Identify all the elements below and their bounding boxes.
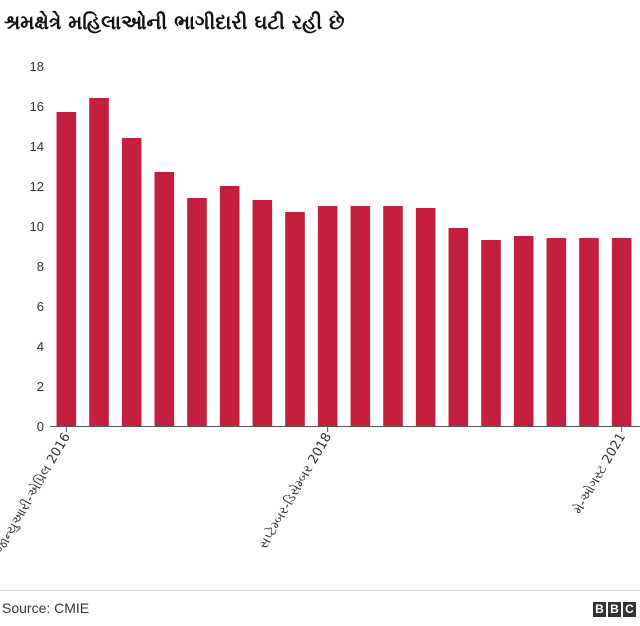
y-axis: 0 2 4 6 8 10 12 14 16 18: [30, 59, 44, 434]
bbc-logo-letter: B: [593, 602, 606, 617]
footer-divider: [0, 590, 640, 591]
y-tick-label: 18: [30, 59, 44, 74]
bar: [121, 138, 142, 426]
bbc-logo-letter: C: [623, 602, 636, 617]
bar: [219, 186, 240, 426]
bar: [611, 238, 632, 426]
y-tick-label: 16: [30, 99, 44, 114]
bar: [317, 206, 338, 426]
x-tick-label: જાન્યુઆરી-એપ્રિલ 2016: [0, 430, 74, 557]
bar: [350, 206, 371, 426]
y-tick-label: 4: [37, 339, 44, 354]
x-tick-label: મે-ઓગસ્ટ 2021: [570, 430, 630, 517]
bar: [383, 206, 403, 426]
y-tick-label: 10: [30, 219, 44, 234]
bar: [252, 200, 273, 426]
bar: [513, 236, 534, 426]
x-tick-label: સપ્ટેમ્બર-ડિસેમ્બર 2018: [255, 430, 335, 552]
bar: [89, 98, 109, 426]
y-tick-label: 14: [30, 139, 44, 154]
chart-title: શ્રમક્ષેત્રે મહિલાઓની ભાગીદારી ઘટી રહી છ…: [4, 10, 345, 34]
bar: [56, 112, 77, 426]
bbc-logo: B B C: [593, 602, 636, 617]
bar: [285, 212, 305, 426]
bar-chart: 0 2 4 6 8 10 12 14 16 18 જાન્યુઆરી-એપ્રિલ 2016 સપ્…: [0, 59, 640, 557]
bbc-logo-letter: B: [608, 602, 621, 617]
y-tick-label: 2: [37, 379, 44, 394]
y-tick-label: 6: [37, 299, 44, 314]
y-tick-label: 8: [37, 259, 44, 274]
y-tick-label: 12: [30, 179, 44, 194]
bars-group: [56, 98, 632, 426]
source-note: Source: CMIE: [2, 600, 90, 616]
bar: [448, 228, 469, 426]
bar: [546, 238, 567, 426]
bar: [154, 172, 175, 426]
bar: [579, 238, 599, 426]
bar: [415, 208, 436, 426]
y-tick-label: 0: [37, 419, 44, 434]
x-axis: જાન્યુઆરી-એપ્રિલ 2016 સપ્ટેમ્બર-ડિસેમ્બર …: [0, 426, 640, 557]
bar: [187, 198, 207, 426]
bar: [481, 240, 501, 426]
